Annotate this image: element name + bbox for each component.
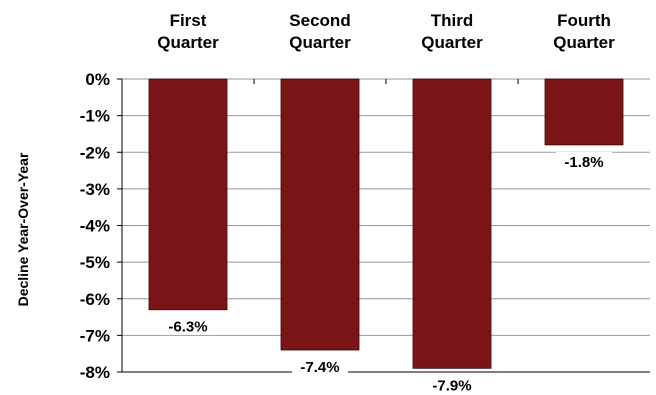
y-tick-label: -6%: [80, 290, 110, 309]
y-tick-label: -7%: [80, 326, 110, 345]
data-label: -7.9%: [432, 377, 471, 394]
category-label: Fourth: [557, 11, 611, 30]
data-label-background: [424, 375, 480, 394]
bar: [412, 78, 492, 369]
y-tick-label: -1%: [80, 107, 110, 126]
category-label: Quarter: [157, 33, 219, 52]
y-tick-label: -5%: [80, 253, 110, 272]
category-label: Third: [431, 11, 474, 30]
bar: [148, 78, 228, 311]
category-label: Quarter: [421, 33, 483, 52]
bar: [544, 78, 624, 146]
bars: [148, 78, 624, 369]
data-label: -1.8%: [564, 154, 603, 171]
data-label-background: [556, 151, 612, 170]
y-axis-title: Decline Year-Over-Year: [15, 152, 31, 306]
y-tick-label: -8%: [80, 363, 110, 382]
y-tick-label: 0%: [85, 70, 110, 89]
y-tick-label: -2%: [80, 143, 110, 162]
category-label: Second: [289, 11, 350, 30]
data-label-background: [160, 316, 216, 335]
axes: [117, 78, 650, 373]
category-label: First: [170, 11, 207, 30]
data-label-background: [292, 357, 348, 376]
y-tick-label: -3%: [80, 180, 110, 199]
category-label: Quarter: [289, 33, 351, 52]
data-label: -7.4%: [300, 359, 339, 376]
labels: 0% -1% -2% -3% -4% -5% -6% -7% -8% First Quarter -6…: [80, 11, 615, 394]
category-label: Quarter: [553, 33, 615, 52]
data-label: -6.3%: [168, 319, 207, 336]
y-tick-label: -4%: [80, 217, 110, 236]
bar: [280, 78, 360, 351]
